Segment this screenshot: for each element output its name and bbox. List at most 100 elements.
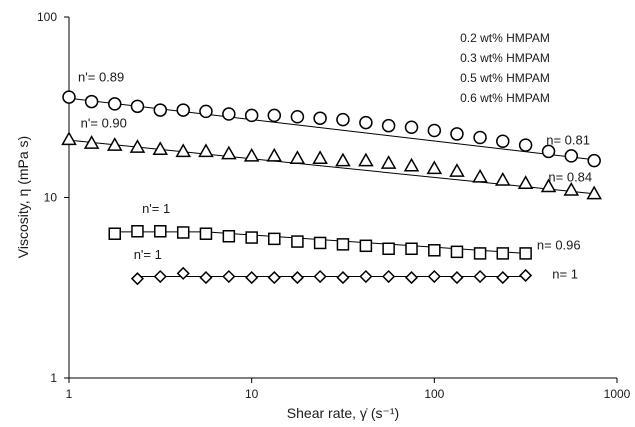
circle-marker [473,130,487,145]
square-marker [176,226,190,239]
slope-annotation: n= 0.81 [546,133,590,148]
diamond-marker [359,269,373,284]
circle-marker [381,118,396,133]
triangle-marker [243,147,260,162]
x-tick-label: 1 [66,387,73,401]
square-marker [268,232,281,246]
diamond-marker [496,271,510,285]
square-marker [154,225,167,238]
triangle-marker [586,185,602,200]
circle-marker [359,115,373,130]
triangle-marker [517,175,534,189]
diamond-marker [130,272,145,286]
diamond-marker [336,271,350,285]
square-marker [222,229,236,243]
circle-marker [450,127,464,141]
square-marker [291,235,304,248]
x-tick-label: 100 [424,387,444,401]
circle-marker [496,134,510,148]
circle-marker [153,103,168,117]
square-marker [313,236,327,250]
triangle-marker [540,178,557,193]
slope-annotation: n'= 0.89 [78,69,124,84]
legend: 0.2 wt% HMPAM 0.3 wt% HMPAM 0.5 wt% HMPAM 0… [460,31,550,105]
circle-marker [176,103,190,117]
diamond-marker [222,269,236,284]
square-marker [382,242,395,256]
square-marker [245,231,258,244]
circle-marker [244,108,259,123]
triangle-marker [472,168,488,183]
y-tick-labels: 1 10 100 [37,10,69,385]
triangle-marker [266,147,283,162]
slope-annotation: n= 0.96 [537,238,581,253]
triangle-marker [61,131,77,146]
square-marker [519,247,532,260]
diamond-marker [519,268,533,283]
triangle-marker [312,150,328,164]
circle-marker [313,111,327,125]
circle-marker [84,94,99,109]
x-tick-label: 1000 [604,387,631,401]
diamond-marker [313,269,327,284]
triangle-marker [563,182,580,196]
circle-marker [587,153,601,168]
square-marker [199,227,213,240]
circle-marker [518,138,533,152]
circle-marker [404,120,419,135]
diamond-marker [199,271,213,285]
slope-annotation: n'= 0.90 [81,115,127,130]
triangle-marker [106,137,123,151]
diamond-marker [450,271,464,285]
circle-marker [290,110,305,124]
triangle-marker [83,135,100,149]
circle-marker [199,104,213,119]
square-marker [450,245,464,259]
circle-marker [62,90,76,104]
triangle-marker [403,157,420,172]
triangle-marker [129,139,146,153]
triangle-marker [335,152,351,167]
slope-annotation: n= 0.84 [548,169,592,184]
x-axis-label: Shear rate, γ̇ (s⁻¹) [287,405,399,421]
circle-marker [222,107,236,121]
diamond-marker [473,269,487,284]
circle-marker [427,123,442,138]
annotations: n'= 0.89 n'= 0.90 n'= 1 n'= 1 n= 0.81 n= 0.84… [78,69,592,281]
x-tick-labels: 1 10 100 1000 [66,378,631,401]
triangle-marker [426,160,443,175]
legend-entry: 0.5 wt% HMPAM [460,71,550,85]
circle-marker [541,144,556,159]
square-marker [336,238,350,251]
square-marker [496,247,510,260]
square-marker [473,247,487,260]
diamond-marker [382,269,396,284]
fit-line-triangle [68,139,595,195]
triangle-marker [289,150,306,164]
diamond-marker [427,269,441,284]
diamond-marker [267,271,281,285]
triangle-marker [175,143,192,158]
circle-marker [107,97,122,111]
legend-entry: 0.2 wt% HMPAM [460,31,550,45]
diamond-marker [404,271,419,285]
circle-marker [267,108,282,123]
data-points [61,90,602,286]
circle-marker [564,149,579,163]
slope-annotation: n'= 1 [134,247,162,262]
slope-annotation: n'= 1 [142,201,170,216]
x-tick-label: 10 [245,387,259,401]
triangle-marker [358,152,374,167]
triangle-marker [198,143,214,158]
legend-entry: 0.6 wt% HMPAM [460,91,550,105]
diamond-marker [290,271,304,285]
triangle-marker [495,171,511,186]
fit-line-circle [68,97,595,161]
y-axis-label: Viscosity, η (mPa s) [15,136,31,258]
diamond-marker [153,269,167,284]
triangle-marker [380,155,397,169]
y-tick-label: 10 [44,191,58,205]
triangle-marker [449,163,465,177]
triangle-marker [152,141,169,156]
